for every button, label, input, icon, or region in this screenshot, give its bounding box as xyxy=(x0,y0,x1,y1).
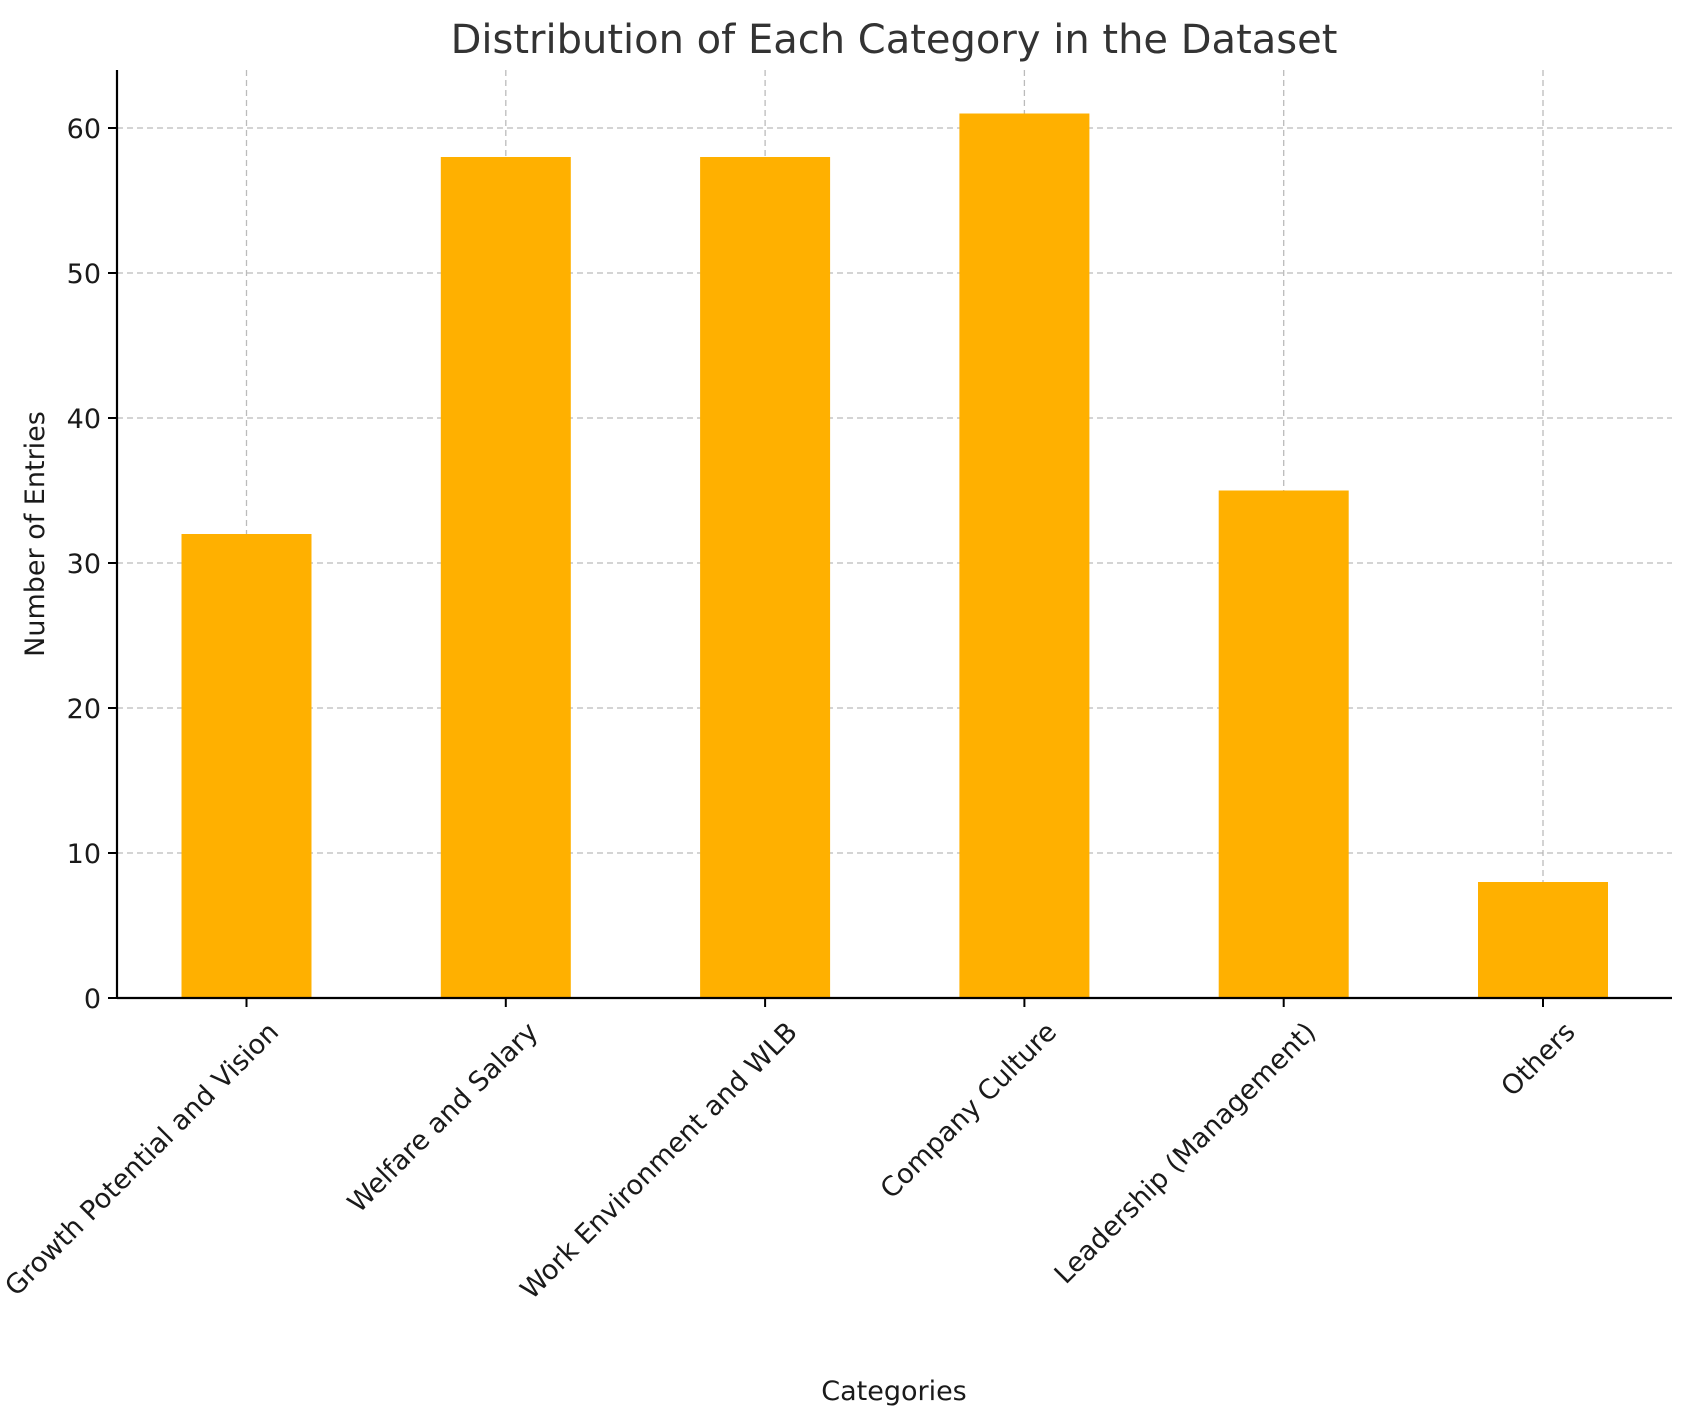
grid-lines xyxy=(117,70,1672,998)
y-axis-label: Number of Entries xyxy=(20,411,51,657)
x-ticks: Growth Potential and Vision Welfare and S… xyxy=(0,998,1582,1306)
bar xyxy=(181,534,312,998)
y-tick-label: 30 xyxy=(67,549,101,580)
x-tick-label: Growth Potential and Vision xyxy=(0,1017,285,1303)
bar xyxy=(1478,882,1608,998)
x-tick-label: Company Culture xyxy=(875,1017,1063,1205)
x-tick-label: Welfare and Salary xyxy=(342,1017,544,1219)
y-tick-label: 60 xyxy=(67,114,101,145)
bar xyxy=(1218,490,1349,998)
y-tick-label: 40 xyxy=(67,404,101,435)
y-tick-label: 0 xyxy=(84,984,101,1015)
y-tick-label: 20 xyxy=(67,694,101,725)
x-tick-label: Work Environment and WLB xyxy=(515,1017,804,1306)
x-axis-label: Categories xyxy=(821,1376,967,1407)
axes xyxy=(115,70,1672,1000)
bar xyxy=(440,157,571,998)
chart-title: Distribution of Each Category in the Dat… xyxy=(451,17,1338,63)
y-tick-label: 10 xyxy=(67,839,101,870)
y-tick-label: 50 xyxy=(67,259,101,290)
x-tick-label: Others xyxy=(1495,1017,1581,1103)
y-ticks: 0 10 20 30 40 50 60 xyxy=(67,114,117,1015)
x-tick-label: Leadership (Management) xyxy=(1049,1017,1323,1291)
bar xyxy=(700,157,831,998)
bar xyxy=(959,113,1090,998)
bars xyxy=(181,113,1608,998)
